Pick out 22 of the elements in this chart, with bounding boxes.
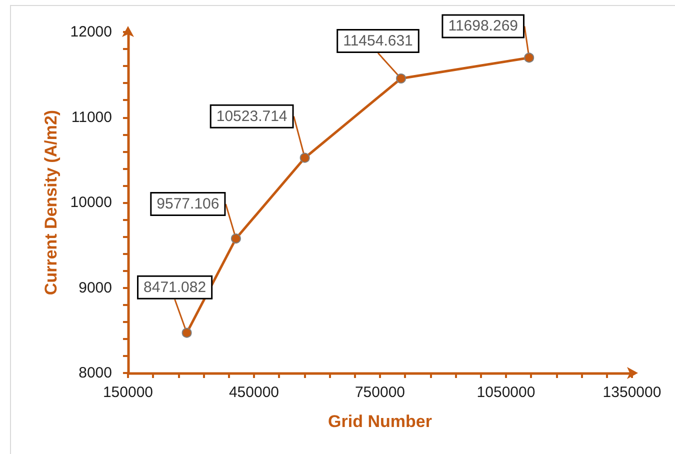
y-tick-label: 9000 [78,279,112,296]
data-label: 11698.269 [448,18,518,35]
y-axis-title: Current Density (A/m2) [41,110,60,296]
x-tick-label: 450000 [228,384,280,401]
y-tick-label: 11000 [71,108,112,126]
y-tick-label: 8000 [78,364,112,382]
point [524,52,534,63]
data-label: 8471.082 [144,278,206,296]
x-axis-title: Grid Number [328,412,432,431]
x-tick-label: 1050000 [476,384,536,401]
data-label: 11454.631 [343,32,413,50]
data-label: 10523.714 [216,108,288,125]
x-tick-label: 150000 [102,384,154,401]
y-tick-label: 12000 [70,24,112,40]
point [182,328,192,338]
data-label: 9577.106 [156,196,220,213]
point [396,73,406,84]
y-tick-label: 10000 [70,194,112,211]
point [230,234,241,244]
point [300,152,310,163]
x-tick-label: 1350000 [602,384,662,401]
x-tick-label: 750000 [354,384,406,401]
